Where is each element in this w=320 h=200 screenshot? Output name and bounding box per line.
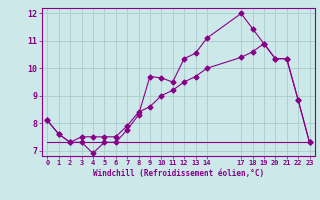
- X-axis label: Windchill (Refroidissement éolien,°C): Windchill (Refroidissement éolien,°C): [93, 169, 264, 178]
